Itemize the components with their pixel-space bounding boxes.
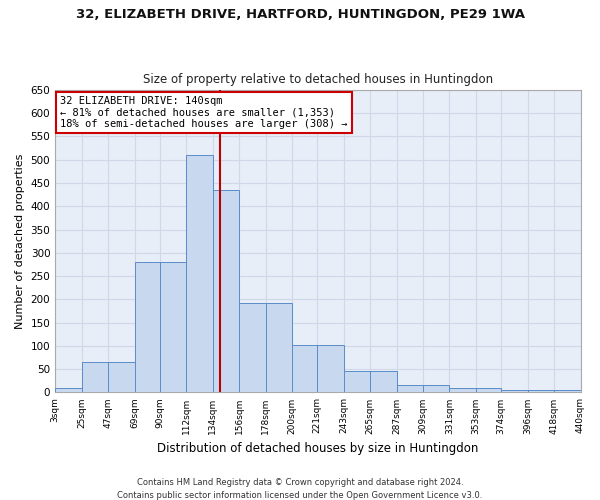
Bar [501, 390, 527, 392]
Bar [423, 384, 449, 392]
Bar [397, 384, 423, 392]
Bar [239, 303, 266, 392]
Bar [370, 371, 397, 392]
Bar [212, 190, 239, 392]
Title: Size of property relative to detached houses in Huntingdon: Size of property relative to detached ho… [143, 73, 493, 86]
Text: 32, ELIZABETH DRIVE, HARTFORD, HUNTINGDON, PE29 1WA: 32, ELIZABETH DRIVE, HARTFORD, HUNTINGDO… [76, 8, 524, 20]
Bar [82, 362, 108, 392]
Bar [108, 362, 134, 392]
Bar [292, 345, 317, 393]
Bar [554, 390, 581, 392]
Bar [344, 371, 370, 392]
X-axis label: Distribution of detached houses by size in Huntingdon: Distribution of detached houses by size … [157, 442, 479, 455]
Bar [55, 388, 82, 392]
Bar [527, 390, 554, 392]
Bar [317, 345, 344, 393]
Y-axis label: Number of detached properties: Number of detached properties [15, 154, 25, 329]
Bar [134, 262, 160, 392]
Bar [476, 388, 501, 392]
Bar [160, 262, 186, 392]
Bar [449, 388, 476, 392]
Bar [266, 303, 292, 392]
Bar [186, 155, 212, 392]
Text: 32 ELIZABETH DRIVE: 140sqm
← 81% of detached houses are smaller (1,353)
18% of s: 32 ELIZABETH DRIVE: 140sqm ← 81% of deta… [61, 96, 348, 129]
Text: Contains HM Land Registry data © Crown copyright and database right 2024.
Contai: Contains HM Land Registry data © Crown c… [118, 478, 482, 500]
